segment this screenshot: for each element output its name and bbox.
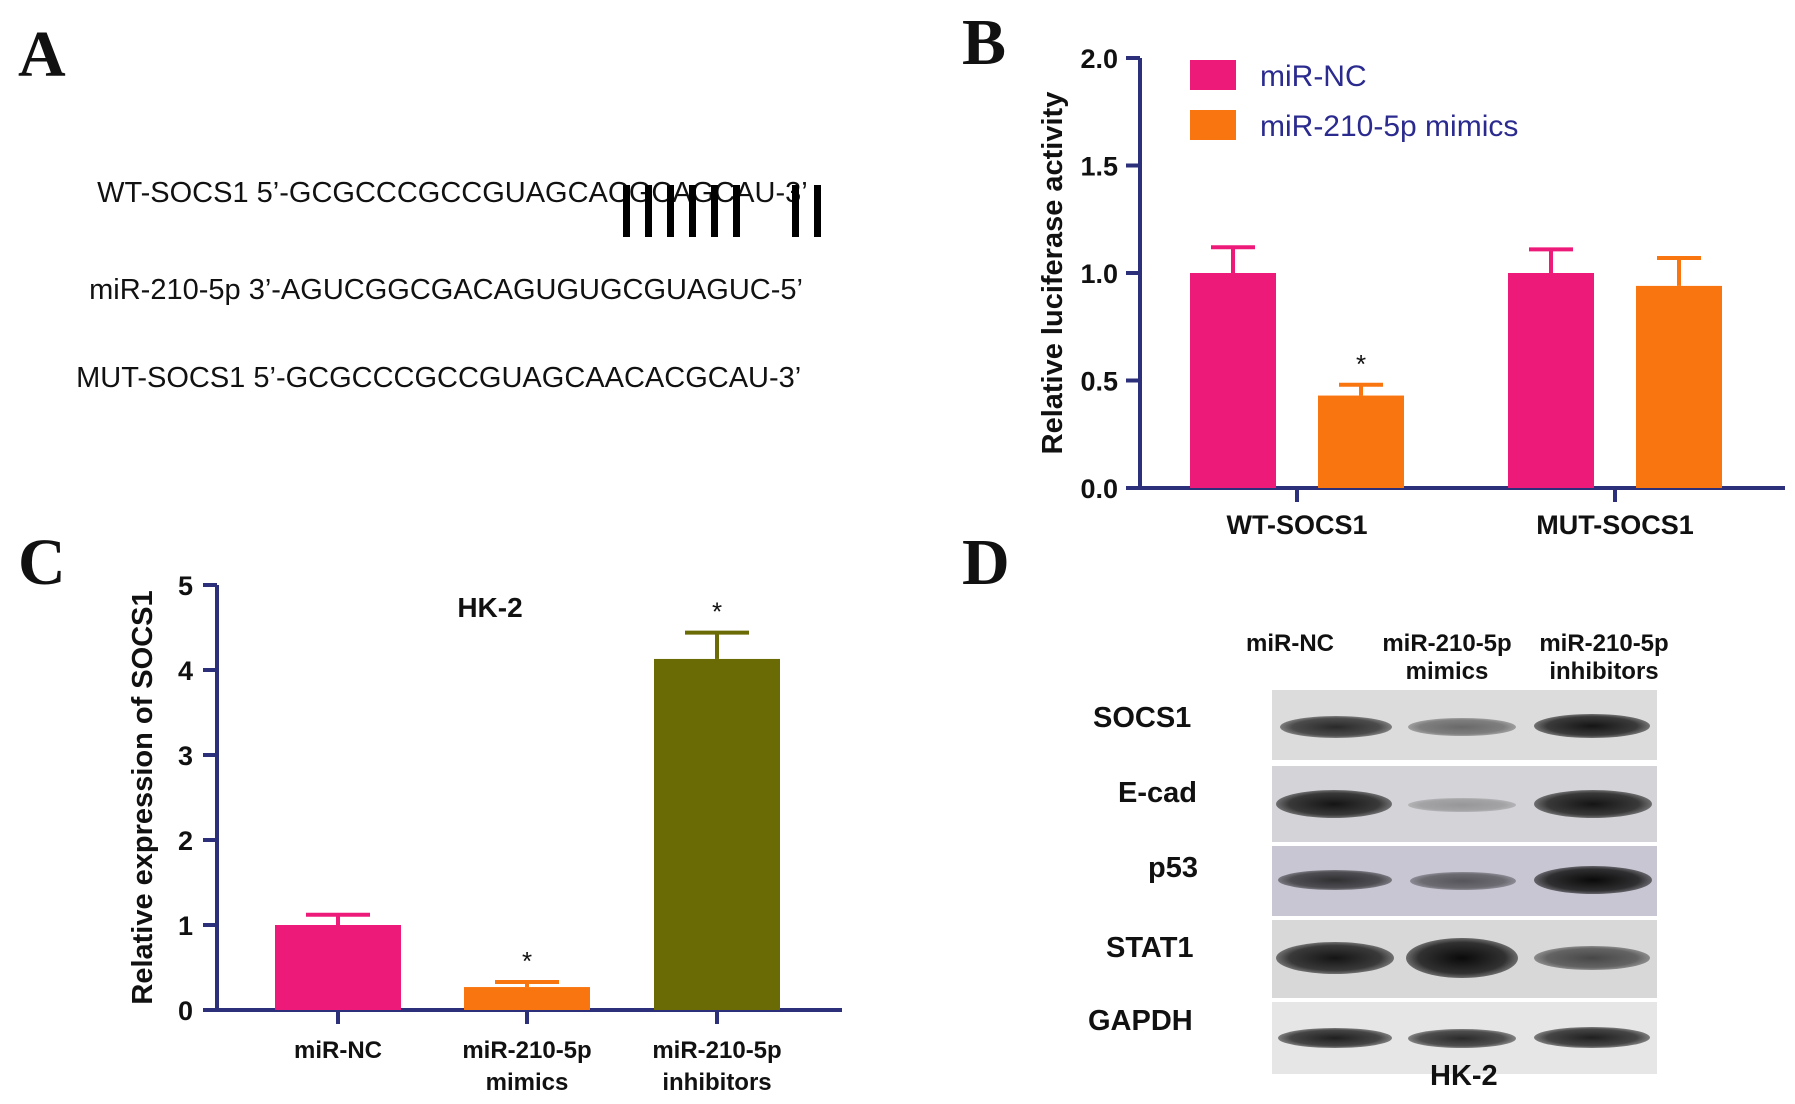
pair-bar: [733, 185, 740, 237]
blot-strip: [1272, 690, 1657, 760]
y-tick-label: 0: [178, 996, 193, 1026]
wb-row-label: E-cad: [1118, 777, 1197, 809]
sequence-mir-label: miR-210-5p: [89, 274, 241, 306]
sequence-mut-seq: 5’-GCGCCCGCCGUAGCAACACGCAU-3’: [253, 362, 802, 394]
panel-letter-c: C: [18, 526, 66, 599]
blot-band: [1278, 870, 1392, 890]
blot-band: [1278, 1028, 1392, 1048]
sequence-mir-seq: 3’-AGUCGGCGACAGUGUGCGUAGUC-5’: [248, 274, 803, 306]
bar: [1318, 395, 1404, 488]
y-axis-title: Relative luciferase activity: [1037, 92, 1069, 455]
significance-marker: *: [712, 597, 722, 627]
wb-lane-header-line: miR-210-5p: [1382, 630, 1512, 657]
legend-swatch: [1190, 110, 1236, 140]
y-tick-label: 3: [178, 741, 193, 771]
wb-row-label: STAT1: [1106, 932, 1194, 964]
pair-bar: [792, 185, 799, 237]
y-tick-label: 0.5: [1080, 367, 1118, 397]
blot-band: [1280, 716, 1392, 738]
x-tick-label: miR-210-5p: [462, 1037, 591, 1064]
y-tick-label: 1: [178, 911, 193, 941]
y-tick-label: 1.5: [1080, 152, 1118, 182]
blot-strip: [1272, 1002, 1657, 1074]
wb-lane-header: miR-NC: [1235, 630, 1345, 658]
bar: [464, 987, 590, 1010]
significance-marker: *: [1356, 349, 1366, 379]
blot-band: [1408, 1029, 1516, 1048]
x-tick-label: MUT-SOCS1: [1536, 510, 1694, 540]
blot-band: [1534, 866, 1652, 894]
pair-bar: [623, 185, 630, 237]
y-tick-label: 4: [178, 656, 193, 686]
sequence-mut-label: MUT-SOCS1: [76, 362, 246, 394]
wb-lane-header-line: miR-210-5p: [1539, 630, 1669, 657]
socs1-expression-bar-chart: 0 1 2 3 4 5 miR-NC miR-210-5p mimics * miR-210-5p i…: [127, 571, 842, 1096]
y-tick-label: 1.0: [1080, 259, 1118, 289]
blot-band: [1276, 942, 1394, 974]
wb-lane-header: miR-210-5p mimics: [1367, 630, 1527, 685]
pair-bar: [689, 185, 696, 237]
pair-bar: [645, 185, 652, 237]
blot-band: [1408, 798, 1516, 812]
panel-letter-b: B: [962, 6, 1007, 79]
blot-band: [1534, 714, 1650, 738]
sequence-mut: MUT-SOCS1 5’-GCGCCCGCCGUAGCAACACGCAU-3’: [60, 335, 801, 393]
pair-bar: [711, 185, 718, 237]
x-tick-label: WT-SOCS1: [1226, 510, 1367, 540]
blot-band: [1534, 946, 1650, 970]
blot-band: [1276, 790, 1392, 818]
luciferase-bar-chart: 0.0 0.5 1.0 1.5 2.0 WT-SOCS1 * MUT-SOCS1 miR-NC m…: [1037, 44, 1785, 540]
pair-bar: [814, 185, 821, 237]
sequence-mir: miR-210-5p 3’-AGUCGGCGACAGUGUGCGUAGUC-5’: [73, 247, 803, 305]
significance-marker: *: [522, 946, 532, 976]
bar: [1636, 285, 1722, 488]
legend-label: miR-NC: [1260, 60, 1367, 93]
bar: [1190, 273, 1276, 488]
bar: [654, 658, 780, 1010]
wb-lane-header-line: mimics: [1405, 657, 1489, 685]
y-axis-title: Relative expression of SOCS1: [127, 590, 159, 1004]
wb-row-label: p53: [1148, 852, 1198, 884]
sequence-wt-label: WT-SOCS1: [97, 177, 249, 209]
panel-letter-a: A: [18, 18, 66, 91]
blot-band: [1534, 790, 1652, 818]
x-tick-label: inhibitors: [662, 1069, 771, 1096]
y-tick-label: 0.0: [1080, 474, 1118, 504]
blot-strip: [1272, 846, 1657, 916]
legend-label: miR-210-5p mimics: [1260, 110, 1518, 143]
y-tick-label: 2: [178, 826, 193, 856]
blot-band: [1534, 1027, 1650, 1048]
pair-bar: [667, 185, 674, 237]
x-tick-label: miR-210-5p: [652, 1037, 781, 1064]
wb-lane-header: miR-210-5p inhibitors: [1524, 630, 1684, 685]
blot-band: [1406, 938, 1518, 978]
panel-letter-d: D: [962, 526, 1010, 599]
blot-band: [1410, 872, 1516, 890]
blot-strip: [1272, 920, 1657, 998]
wb-lane-header-line: inhibitors: [1549, 657, 1659, 685]
y-tick-label: 5: [178, 571, 193, 601]
y-tick-label: 2.0: [1080, 44, 1118, 74]
legend-swatch: [1190, 60, 1236, 90]
bar: [275, 925, 401, 1010]
chart-title: HK-2: [457, 592, 522, 623]
blot-band: [1408, 718, 1516, 736]
wb-lane-header-line: miR-NC: [1246, 630, 1334, 657]
bar: [1508, 273, 1594, 488]
blot-strip: [1272, 766, 1657, 842]
x-tick-label: miR-NC: [294, 1037, 382, 1064]
wb-footer-label: HK-2: [1430, 1060, 1498, 1092]
wb-row-label: GAPDH: [1088, 1005, 1193, 1037]
x-tick-label: mimics: [486, 1069, 569, 1096]
wb-row-label: SOCS1: [1093, 702, 1192, 734]
